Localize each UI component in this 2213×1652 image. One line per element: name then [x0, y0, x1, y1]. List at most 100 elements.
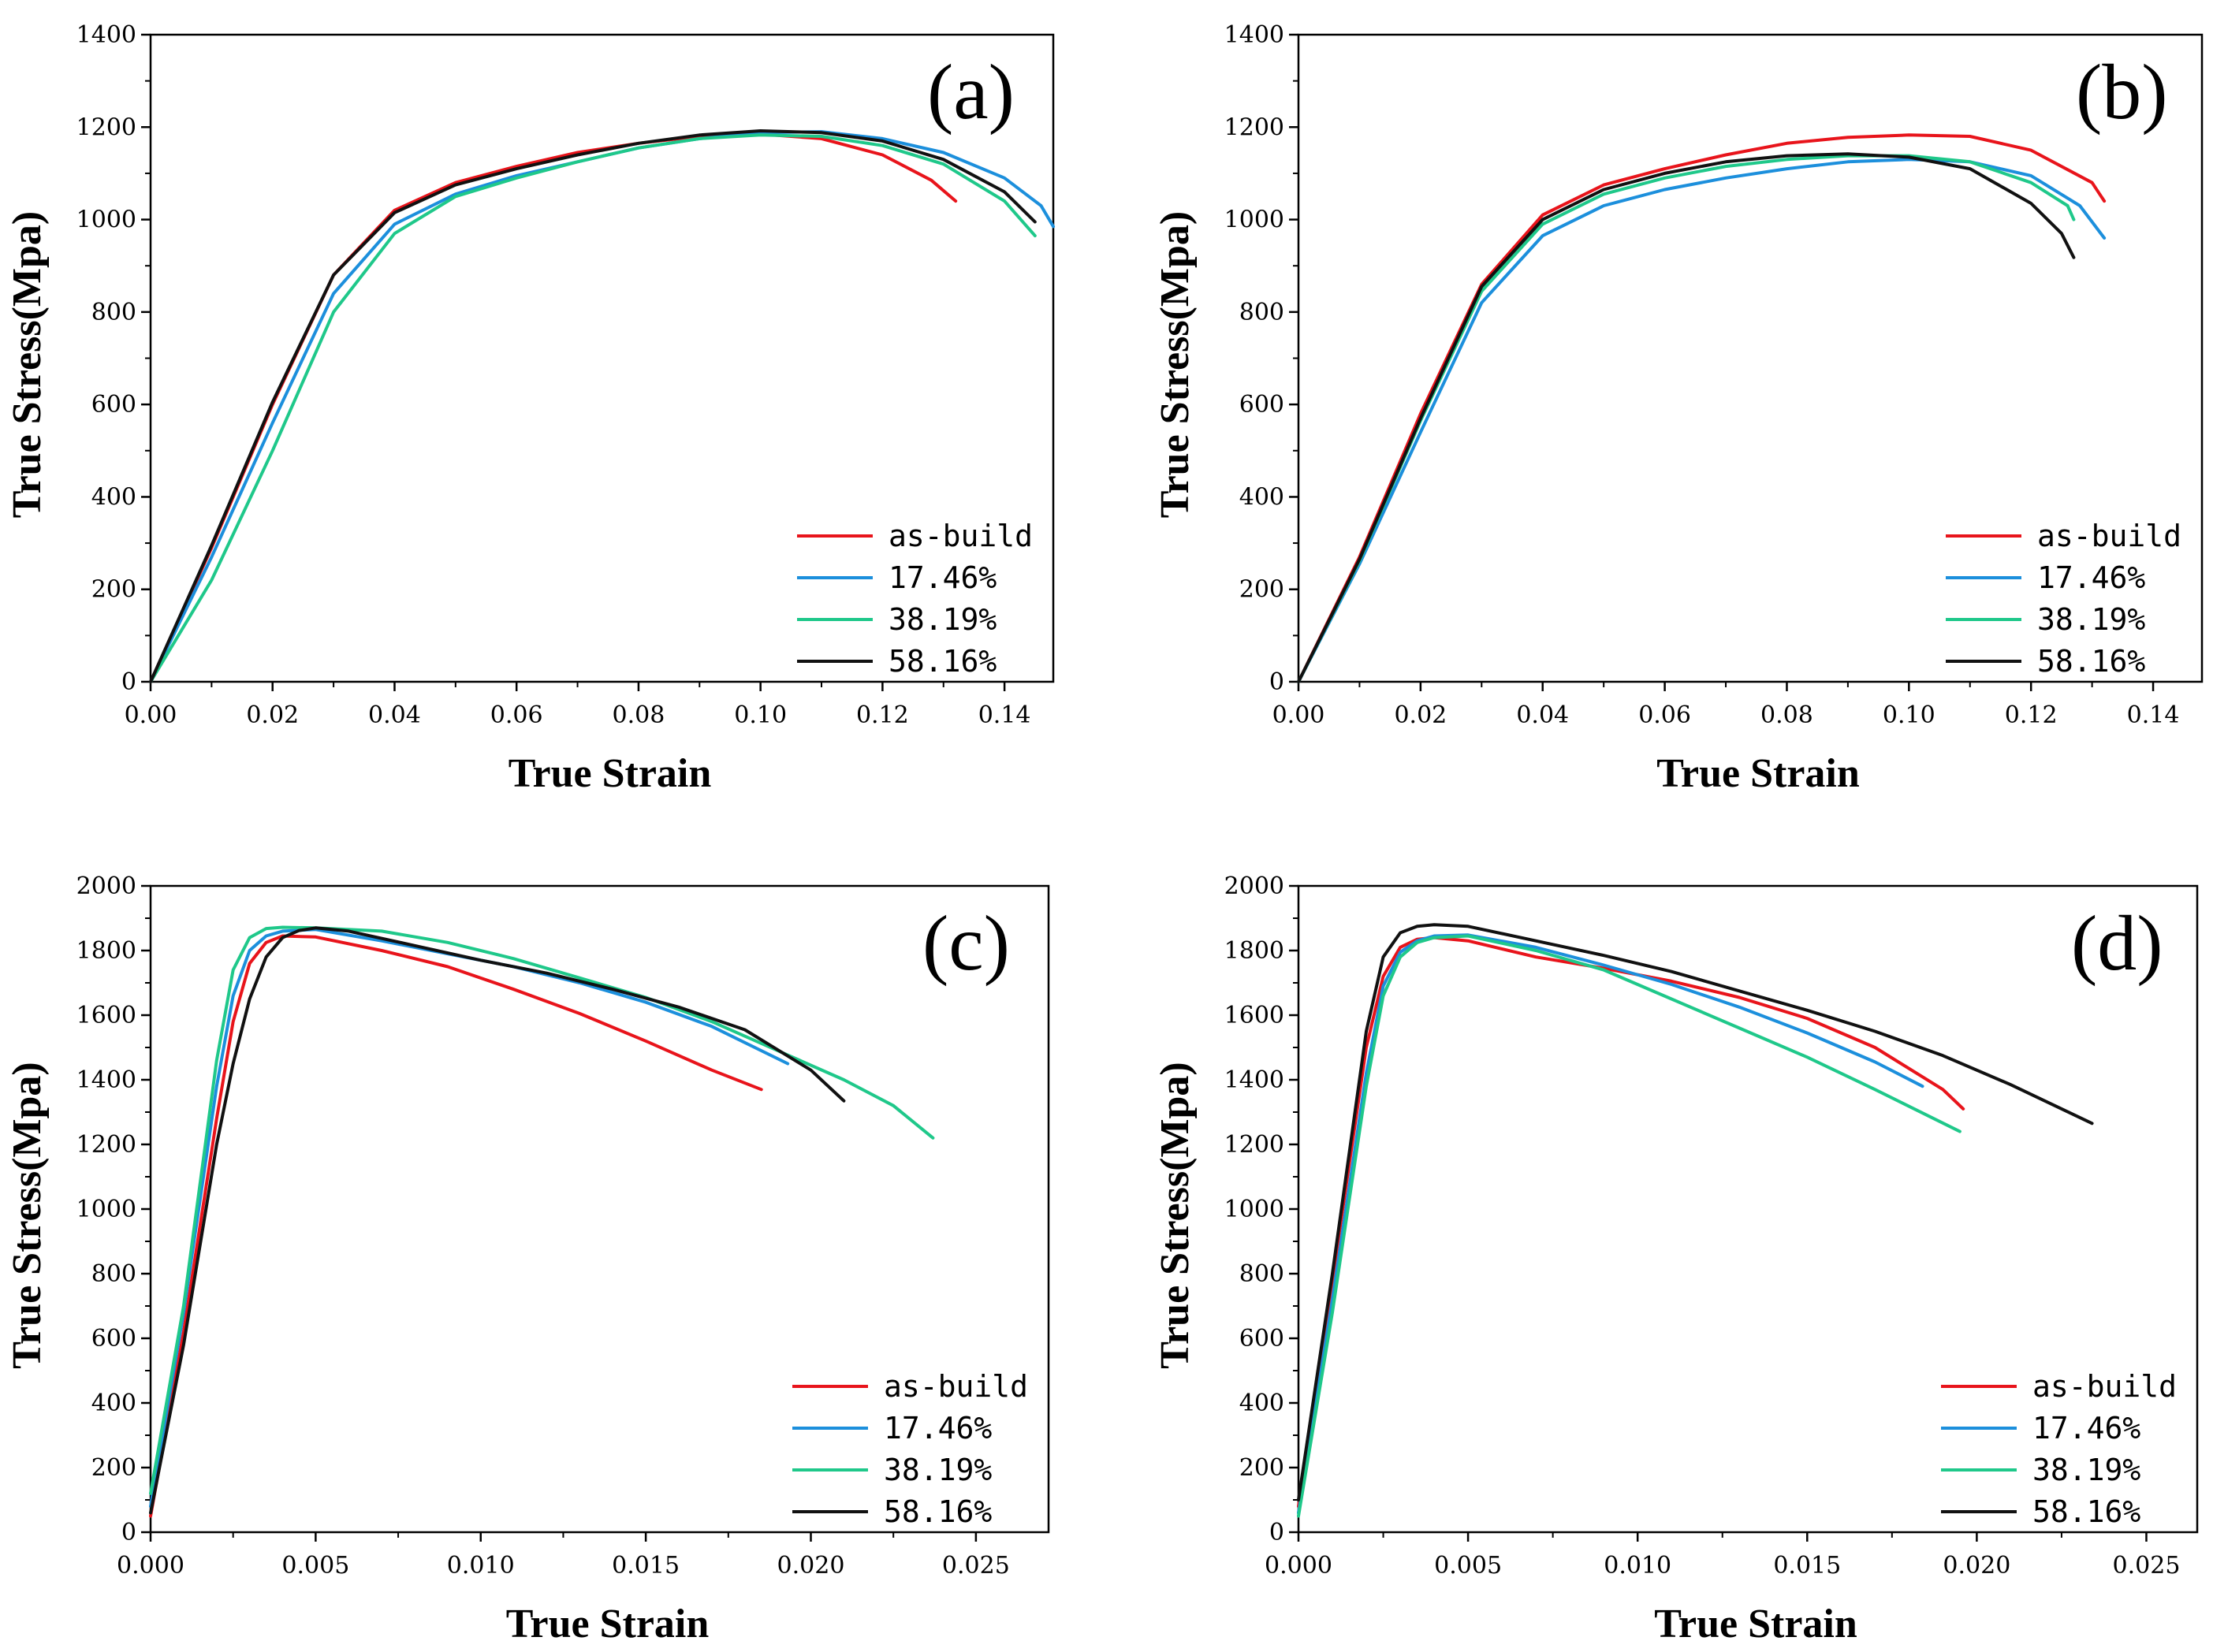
- series-line-3: [1297, 934, 1962, 1518]
- series-line-2: [149, 130, 1055, 683]
- x-tick-label: 0.02: [246, 701, 299, 729]
- x-tick-label: 0.000: [117, 1552, 184, 1579]
- y-tick-label: 1800: [76, 937, 136, 965]
- x-tick-label: 0.020: [1943, 1552, 2010, 1579]
- y-tick-label: 200: [1239, 576, 1284, 604]
- y-tick-label: 2000: [76, 873, 136, 900]
- x-tick-label: 0.000: [1265, 1552, 1332, 1579]
- x-tick-label: 0.12: [2005, 701, 2058, 729]
- y-tick-label: 1800: [1224, 937, 1284, 965]
- legend-label: 17.46%: [884, 1411, 992, 1446]
- y-tick-label: 1600: [1224, 1002, 1284, 1029]
- legend-label: 17.46%: [2037, 560, 2145, 595]
- y-tick-label: 600: [1239, 1325, 1284, 1352]
- x-tick-label: 0.04: [368, 701, 421, 729]
- y-tick-label: 1600: [76, 1002, 136, 1029]
- panel-label: (d): [2071, 899, 2163, 987]
- x-axis-title: True Strain: [1654, 1602, 1857, 1646]
- y-tick-label: 0: [1269, 1519, 1284, 1546]
- chart-panel-1: 0 200 400 600 800 1000 1200 1400 0.00 0.02 0.04 0.0…: [5, 21, 1055, 796]
- series-line-4: [149, 926, 846, 1515]
- legend-label: 58.16%: [2037, 644, 2145, 679]
- x-tick-label: 0.025: [942, 1552, 1010, 1579]
- legend-label: 58.16%: [2032, 1494, 2140, 1529]
- y-tick-label: 1200: [76, 113, 136, 141]
- series-line-4: [1297, 152, 2076, 683]
- y-tick-label: 2000: [1224, 873, 1284, 900]
- legend-label: 17.46%: [2032, 1411, 2140, 1446]
- y-tick-label: 1000: [1224, 206, 1284, 234]
- x-tick-label: 0.020: [777, 1552, 845, 1579]
- series-line-3: [1297, 154, 2076, 683]
- series-line-2: [1297, 933, 1924, 1515]
- x-tick-label: 0.005: [1434, 1552, 1502, 1579]
- legend-label: as-build: [2037, 519, 2181, 553]
- series-line-4: [149, 129, 1037, 683]
- legend-label: 58.16%: [884, 1494, 992, 1529]
- series-line-3: [149, 925, 935, 1495]
- chart-panel-3: 0 200 400 600 800 1000 1200 1400 1600 1800 2000 0.0…: [5, 873, 1050, 1646]
- x-tick-label: 0.08: [1760, 701, 1813, 729]
- y-axis-title: True Stress(Mpa): [5, 211, 50, 518]
- y-tick-label: 800: [1239, 1260, 1284, 1288]
- y-axis-title: True Stress(Mpa): [1153, 1062, 1198, 1368]
- y-tick-label: 0: [1269, 668, 1284, 696]
- y-tick-label: 0: [121, 1519, 136, 1546]
- y-tick-label: 600: [91, 391, 136, 419]
- x-tick-label: 0.00: [1272, 701, 1325, 729]
- legend-label: 17.46%: [889, 560, 997, 595]
- legend-label: as-build: [889, 519, 1033, 553]
- x-tick-label: 0.12: [856, 701, 909, 729]
- y-tick-label: 400: [1239, 1390, 1284, 1417]
- legend-label: as-build: [884, 1369, 1028, 1404]
- x-axis-title: True Strain: [509, 751, 712, 796]
- series-line-1: [1297, 936, 1965, 1509]
- y-axis-title: True Stress(Mpa): [1153, 211, 1198, 518]
- x-tick-label: 0.015: [1773, 1552, 1841, 1579]
- x-tick-label: 0.00: [125, 701, 177, 729]
- legend-label: 38.19%: [2032, 1453, 2140, 1487]
- x-tick-label: 0.025: [2113, 1552, 2181, 1579]
- series-line-2: [1297, 158, 2107, 683]
- y-tick-label: 1000: [76, 206, 136, 234]
- y-tick-label: 200: [1239, 1454, 1284, 1482]
- y-tick-label: 400: [1239, 483, 1284, 511]
- y-tick-label: 200: [91, 576, 136, 604]
- series-line-1: [149, 934, 763, 1518]
- x-tick-label: 0.10: [1883, 701, 1935, 729]
- x-tick-label: 0.010: [1604, 1552, 1671, 1579]
- y-tick-label: 1200: [76, 1131, 136, 1159]
- x-tick-label: 0.005: [281, 1552, 349, 1579]
- y-tick-label: 1400: [76, 1066, 136, 1094]
- series-line-4: [1297, 923, 2094, 1501]
- legend-label: 38.19%: [2037, 602, 2145, 637]
- y-tick-label: 1000: [1224, 1196, 1284, 1223]
- panel-label: (a): [927, 48, 1015, 136]
- x-tick-label: 0.02: [1394, 701, 1447, 729]
- y-tick-label: 1200: [1224, 113, 1284, 141]
- y-tick-label: 1200: [1224, 1131, 1284, 1159]
- y-tick-label: 400: [91, 1390, 136, 1417]
- y-tick-label: 0: [121, 668, 136, 696]
- y-tick-label: 200: [91, 1454, 136, 1482]
- x-tick-label: 0.06: [490, 701, 543, 729]
- y-tick-label: 800: [91, 1260, 136, 1288]
- y-tick-label: 600: [1239, 391, 1284, 419]
- y-tick-label: 1400: [1224, 21, 1284, 49]
- legend-label: 58.16%: [889, 644, 997, 679]
- y-tick-label: 800: [91, 299, 136, 326]
- legend-label: 38.19%: [889, 602, 997, 637]
- chart-panel-4: 0 200 400 600 800 1000 1200 1400 1600 1800 2000 0.0…: [1153, 873, 2199, 1646]
- legend-label: as-build: [2032, 1369, 2177, 1404]
- y-tick-label: 1400: [76, 21, 136, 49]
- y-tick-label: 400: [91, 483, 136, 511]
- x-tick-label: 0.10: [734, 701, 787, 729]
- x-tick-label: 0.015: [612, 1552, 680, 1579]
- y-axis-title: True Stress(Mpa): [5, 1062, 50, 1368]
- x-axis-title: True Strain: [1656, 751, 1860, 796]
- series-line-3: [149, 133, 1037, 683]
- panel-label: (b): [2076, 48, 2168, 136]
- y-tick-label: 1000: [76, 1196, 136, 1223]
- series-line-1: [1297, 133, 2107, 683]
